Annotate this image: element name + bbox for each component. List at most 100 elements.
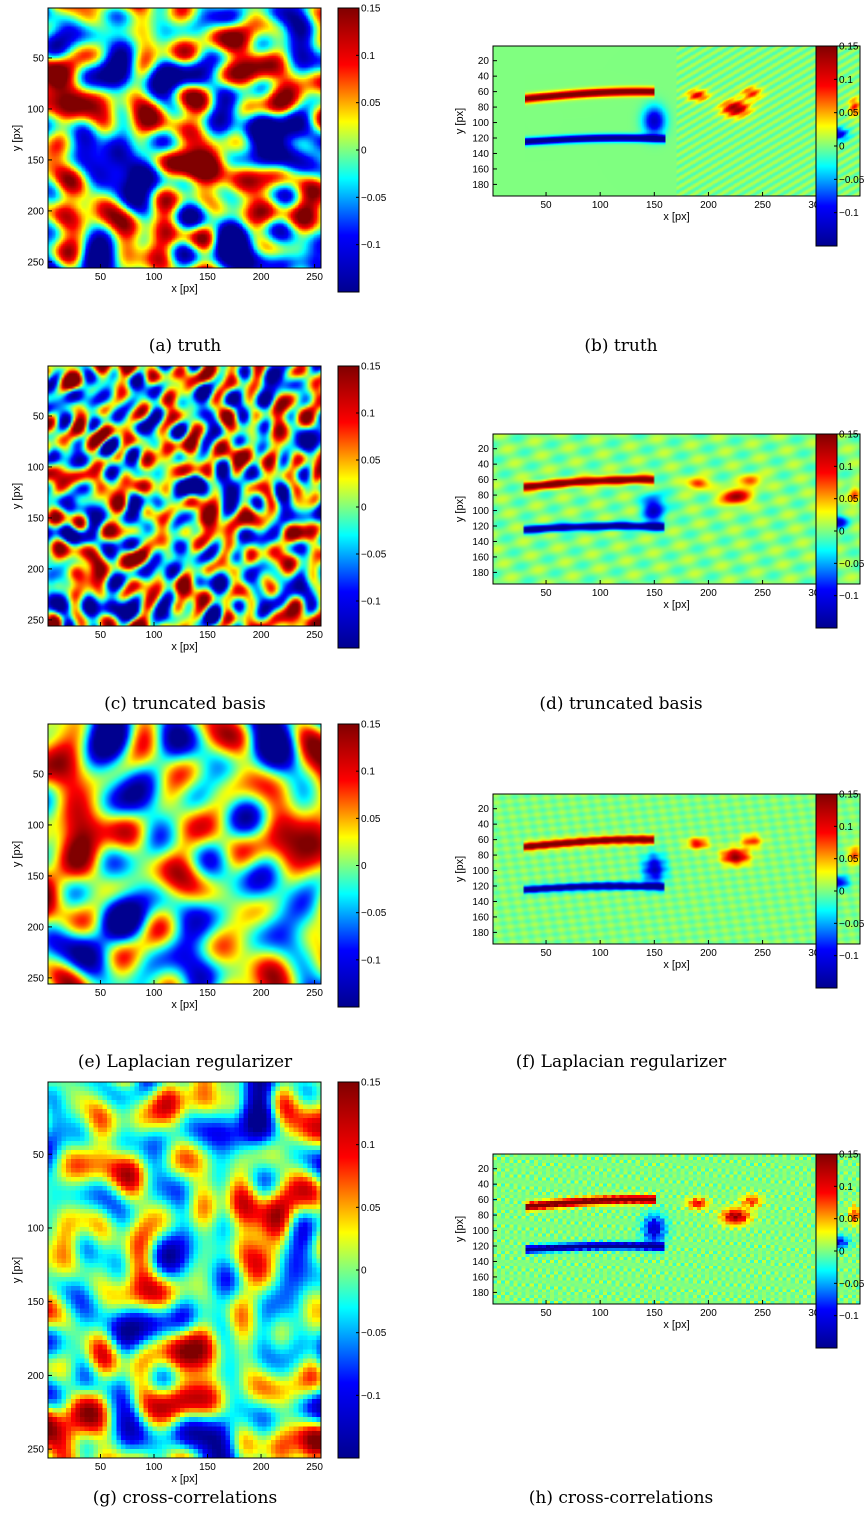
- colorbar-tick-label-b-4: −0.05: [839, 175, 865, 186]
- x-tick-label-g-3: 200: [253, 1462, 270, 1473]
- heatmap-image-c: [48, 366, 321, 626]
- y-tick-label-h-3: 80: [478, 1211, 490, 1222]
- x-tick-label-b-0: 50: [540, 200, 552, 211]
- colorbar-tick-label-a-2: 0.05: [361, 98, 381, 109]
- x-tick-label-g-1: 100: [146, 1462, 163, 1473]
- colorbar-tick-label-e-2: 0.05: [361, 814, 381, 825]
- colorbar-tick-label-f-4: −0.05: [839, 919, 865, 930]
- y-tick-label-a-4: 250: [27, 257, 44, 268]
- y-tick-label-f-0: 20: [478, 804, 490, 815]
- colorbar-tick-label-e-3: 0: [361, 861, 367, 872]
- x-axis-label-d: x [px]: [663, 599, 689, 611]
- colorbar-g: [338, 1082, 359, 1458]
- x-tick-label-d-1: 100: [592, 588, 609, 599]
- x-tick-label-b-2: 150: [646, 200, 663, 211]
- colorbar-tick-label-a-5: −0.1: [361, 240, 381, 251]
- y-tick-label-b-0: 20: [478, 56, 490, 67]
- y-tick-label-h-2: 60: [478, 1195, 490, 1206]
- y-tick-label-c-0: 50: [33, 411, 45, 422]
- y-tick-label-f-6: 140: [472, 897, 489, 908]
- colorbar-tick-label-d-5: −0.1: [839, 591, 859, 602]
- y-tick-label-a-2: 150: [27, 155, 44, 166]
- x-tick-label-b-1: 100: [592, 200, 609, 211]
- caption-h: (h) cross-correlations: [529, 1488, 714, 1508]
- x-tick-label-a-3: 200: [253, 272, 270, 283]
- x-tick-label-f-4: 250: [754, 948, 771, 959]
- y-tick-label-c-3: 200: [27, 564, 44, 575]
- x-axis-label-b: x [px]: [663, 211, 689, 223]
- colorbar-h: [816, 1154, 837, 1348]
- panel-e: 50 100 150 200 250 50 100 150 200 250 x [px] y [px]…: [0, 724, 434, 1054]
- x-tick-label-c-2: 150: [199, 630, 216, 641]
- y-tick-label-d-1: 40: [478, 460, 490, 471]
- chart-a: 50 100 150 200 250 50 100 150 200 250 x [px] y [px]…: [0, 0, 434, 330]
- colorbar-tick-label-g-0: 0.15: [361, 1078, 381, 1089]
- x-tick-label-c-1: 100: [146, 630, 163, 641]
- y-tick-label-d-0: 20: [478, 444, 490, 455]
- colorbar-tick-label-c-1: 0.1: [361, 409, 375, 420]
- chart-c: 50 100 150 200 250 50 100 150 200 250 x [px] y [px]…: [0, 366, 434, 696]
- colorbar-tick-label-c-2: 0.05: [361, 456, 381, 467]
- panel-b: 5010015020025030020406080100120140160180…: [434, 0, 868, 330]
- heatmap-image-g: [48, 1082, 321, 1458]
- panel-c: 50 100 150 200 250 50 100 150 200 250 x [px] y [px]…: [0, 366, 434, 696]
- x-tick-label-a-2: 150: [199, 272, 216, 283]
- heatmap-image-b: [493, 46, 860, 196]
- colorbar-tick-label-e-5: −0.1: [361, 955, 381, 966]
- colorbar-tick-label-a-4: −0.05: [361, 193, 387, 204]
- y-tick-label-h-6: 140: [472, 1257, 489, 1268]
- y-axis-label-h: y [px]: [454, 1216, 466, 1242]
- caption-g: (g) cross-correlations: [93, 1488, 277, 1508]
- colorbar-tick-label-g-4: −0.05: [361, 1328, 387, 1339]
- x-tick-label-c-0: 50: [95, 630, 107, 641]
- y-tick-label-g-3: 200: [27, 1371, 44, 1382]
- colorbar-tick-label-f-5: −0.1: [839, 951, 859, 962]
- y-tick-label-b-8: 180: [472, 180, 489, 191]
- colorbar-tick-label-h-5: −0.1: [839, 1311, 859, 1322]
- x-tick-label-d-3: 200: [700, 588, 717, 599]
- colorbar-tick-label-c-5: −0.1: [361, 597, 381, 608]
- colorbar-tick-label-b-3: 0: [839, 142, 845, 153]
- colorbar-f: [816, 794, 837, 988]
- panel-f: 5010015020025030020406080100120140160180…: [434, 724, 868, 1054]
- y-axis-label-e: y [px]: [11, 841, 23, 867]
- y-tick-label-d-6: 140: [472, 537, 489, 548]
- x-tick-label-g-0: 50: [95, 1462, 107, 1473]
- y-tick-label-d-4: 100: [472, 506, 489, 517]
- colorbar-tick-label-b-2: 0.05: [839, 108, 859, 119]
- colorbar-tick-label-h-4: −0.05: [839, 1279, 865, 1290]
- y-axis-label-a: y [px]: [11, 125, 23, 151]
- y-tick-label-b-2: 60: [478, 87, 490, 98]
- heatmap-image-e: [48, 724, 321, 984]
- x-tick-label-e-4: 250: [306, 988, 323, 999]
- x-tick-label-f-3: 200: [700, 948, 717, 959]
- x-tick-label-e-0: 50: [95, 988, 107, 999]
- y-tick-label-c-2: 150: [27, 513, 44, 524]
- y-tick-label-f-4: 100: [472, 866, 489, 877]
- y-tick-label-h-4: 100: [472, 1226, 489, 1237]
- colorbar-c: [338, 366, 359, 648]
- colorbar-tick-label-g-2: 0.05: [361, 1203, 381, 1214]
- colorbar-tick-label-c-0: 0.15: [361, 362, 381, 373]
- x-tick-label-h-2: 150: [646, 1308, 663, 1319]
- x-tick-label-c-4: 250: [306, 630, 323, 641]
- x-axis-label-e: x [px]: [171, 999, 197, 1011]
- heatmap-image-d: [493, 434, 860, 584]
- colorbar-tick-label-b-1: 0.1: [839, 75, 853, 86]
- y-tick-label-b-1: 40: [478, 72, 490, 83]
- colorbar-tick-label-h-3: 0: [839, 1247, 845, 1258]
- y-axis-label-d: y [px]: [454, 496, 466, 522]
- y-tick-label-f-8: 180: [472, 928, 489, 939]
- heatmap-image-h: [493, 1154, 860, 1304]
- x-tick-label-c-3: 200: [253, 630, 270, 641]
- x-tick-label-h-4: 250: [754, 1308, 771, 1319]
- x-tick-label-d-0: 50: [540, 588, 552, 599]
- x-tick-label-e-1: 100: [146, 988, 163, 999]
- y-tick-label-b-5: 120: [472, 134, 489, 145]
- x-tick-label-f-2: 150: [646, 948, 663, 959]
- y-axis-label-g: y [px]: [11, 1257, 23, 1283]
- y-tick-label-b-6: 140: [472, 149, 489, 160]
- colorbar-tick-label-d-3: 0: [839, 527, 845, 538]
- colorbar-tick-label-a-3: 0: [361, 146, 367, 157]
- y-tick-label-e-1: 100: [27, 820, 44, 831]
